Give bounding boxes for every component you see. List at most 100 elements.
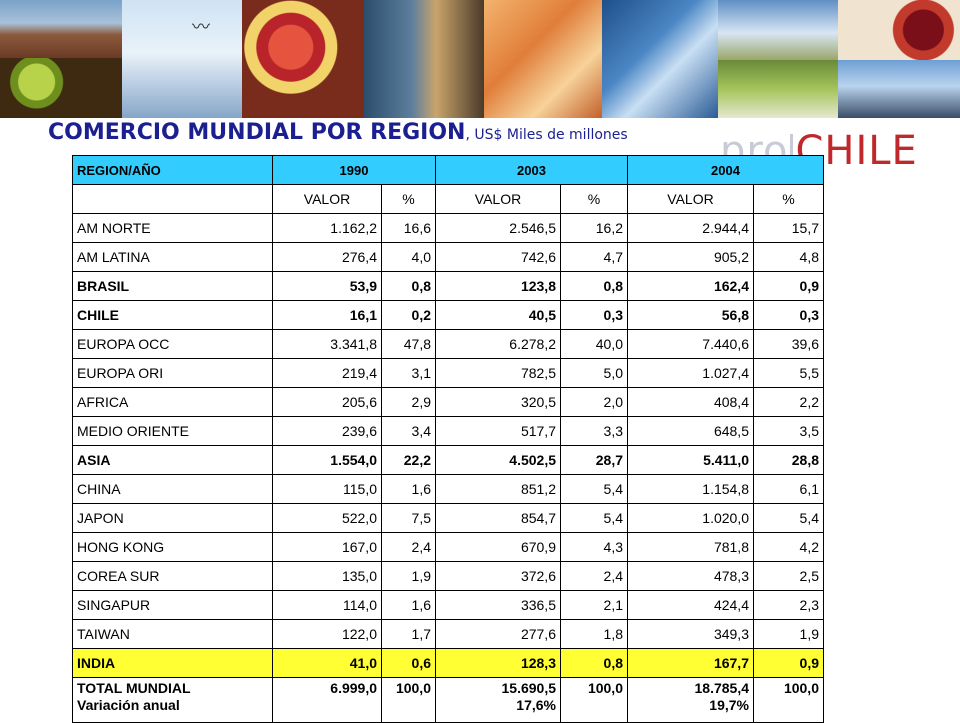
photo-chart-abstract	[602, 0, 718, 118]
value-cell: 135,0	[272, 561, 382, 591]
region-name: EUROPA ORI	[72, 358, 273, 388]
value-cell: 372,6	[435, 561, 561, 591]
percent-cell: 4,7	[560, 242, 628, 272]
region-name: TAIWAN	[72, 619, 273, 649]
photo-wine	[838, 0, 960, 60]
percent-cell: 4,2	[753, 532, 824, 562]
header-region: REGION/AÑO	[72, 155, 273, 185]
region-name: JAPON	[72, 503, 273, 533]
value-cell: 128,3	[435, 648, 561, 678]
header-year-2003: 2003	[435, 155, 628, 185]
percent-cell: 16,6	[381, 213, 436, 243]
percent-cell: 1,7	[381, 619, 436, 649]
region-name: HONG KONG	[72, 532, 273, 562]
header-year-1990: 1990	[272, 155, 436, 185]
percent-cell: 7,5	[381, 503, 436, 533]
value-cell: 1.154,8	[627, 474, 754, 504]
percent-cell: 5,4	[560, 474, 628, 504]
table-row: HONG KONG 167,0 2,4 670,9 4,3 781,8 4,2	[72, 532, 824, 562]
percent-cell: 0,8	[560, 271, 628, 301]
region-name: BRASIL	[72, 271, 273, 301]
value-cell: 1.162,2	[272, 213, 382, 243]
value-cell: 7.440,6	[627, 329, 754, 359]
value-cell: 478,3	[627, 561, 754, 591]
percent-cell: 3,3	[560, 416, 628, 446]
value-cell: 349,3	[627, 619, 754, 649]
total-cell: 100,0	[560, 677, 628, 723]
subheader-pct: %	[560, 184, 628, 214]
table-row: JAPON 522,0 7,5 854,7 5,4 1.020,0 5,4	[72, 503, 824, 533]
percent-cell: 40,0	[560, 329, 628, 359]
percent-cell: 5,4	[753, 503, 824, 533]
percent-cell: 0,3	[560, 300, 628, 330]
percent-cell: 0,8	[560, 648, 628, 678]
value-cell: 122,0	[272, 619, 382, 649]
photo-office-worker	[364, 0, 484, 118]
percent-cell: 4,3	[560, 532, 628, 562]
table-row: EUROPA ORI 219,4 3,1 782,5 5,0 1.027,4 5,5	[72, 358, 824, 388]
table-row: ASIA 1.554,0 22,2 4.502,5 28,7 5.411,0 28,8	[72, 445, 824, 475]
percent-cell: 2,2	[753, 387, 824, 417]
percent-cell: 0,2	[381, 300, 436, 330]
table-row: AFRICA 205,6 2,9 320,5 2,0 408,4 2,2	[72, 387, 824, 417]
percent-cell: 28,7	[560, 445, 628, 475]
variation-value: 19,7%	[709, 697, 749, 713]
percent-cell: 16,2	[560, 213, 628, 243]
subheader-pct: %	[381, 184, 436, 214]
percent-cell: 6,1	[753, 474, 824, 504]
region-name: CHINA	[72, 474, 273, 504]
value-cell: 205,6	[272, 387, 382, 417]
region-name: AM LATINA	[72, 242, 273, 272]
value-cell: 2.546,5	[435, 213, 561, 243]
value-cell: 781,8	[627, 532, 754, 562]
region-name: AFRICA	[72, 387, 273, 417]
region-name: EUROPA OCC	[72, 329, 273, 359]
table-total-row: TOTAL MUNDIAL Variación anual 6.999,0 100…	[72, 677, 824, 723]
value-cell: 162,4	[627, 271, 754, 301]
percent-cell: 39,6	[753, 329, 824, 359]
value-cell: 123,8	[435, 271, 561, 301]
percent-cell: 1,6	[381, 590, 436, 620]
value-cell: 53,9	[272, 271, 382, 301]
value-cell: 219,4	[272, 358, 382, 388]
value-cell: 239,6	[272, 416, 382, 446]
percent-cell: 22,2	[381, 445, 436, 475]
photo-asparagus	[718, 60, 838, 118]
table-header-row: REGION/AÑO 1990 2003 2004	[72, 155, 824, 185]
percent-cell: 5,5	[753, 358, 824, 388]
photo-city-skyline	[838, 60, 960, 118]
region-name: SINGAPUR	[72, 590, 273, 620]
total-cell: 6.999,0	[272, 677, 382, 723]
percent-cell: 1,9	[381, 561, 436, 591]
percent-cell: 2,4	[381, 532, 436, 562]
percent-cell: 0,6	[381, 648, 436, 678]
value-cell: 522,0	[272, 503, 382, 533]
total-label-cell: TOTAL MUNDIAL Variación anual	[72, 677, 273, 723]
percent-cell: 2,1	[560, 590, 628, 620]
percent-cell: 0,3	[753, 300, 824, 330]
total-cell-2003: 15.690,5 17,6%	[435, 677, 561, 723]
value-cell: 3.341,8	[272, 329, 382, 359]
region-name: MEDIO ORIENTE	[72, 416, 273, 446]
value-cell: 16,1	[272, 300, 382, 330]
total-cell: 100,0	[381, 677, 436, 723]
variation-value: 17,6%	[516, 697, 556, 713]
percent-cell: 4,0	[381, 242, 436, 272]
table-row: MEDIO ORIENTE 239,6 3,4 517,7 3,3 648,5 3,5	[72, 416, 824, 446]
total-cell-2004: 18.785,4 19,7%	[627, 677, 754, 723]
percent-cell: 2,5	[753, 561, 824, 591]
value-cell: 2.944,4	[627, 213, 754, 243]
photo-salmon	[484, 0, 602, 118]
total-label: TOTAL MUNDIAL	[77, 680, 191, 696]
value-cell: 40,5	[435, 300, 561, 330]
percent-cell: 5,4	[560, 503, 628, 533]
value-cell: 648,5	[627, 416, 754, 446]
value-cell: 6.278,2	[435, 329, 561, 359]
photo-mountain-valley	[0, 0, 122, 58]
table-row: AM LATINA 276,4 4,0 742,6 4,7 905,2 4,8	[72, 242, 824, 272]
table-row: BRASIL 53,9 0,8 123,8 0,8 162,4 0,9	[72, 271, 824, 301]
trade-table: REGION/AÑO 1990 2003 2004 VALOR % VALOR …	[72, 155, 824, 723]
value-cell: 1.554,0	[272, 445, 382, 475]
percent-cell: 5,0	[560, 358, 628, 388]
value-cell: 854,7	[435, 503, 561, 533]
